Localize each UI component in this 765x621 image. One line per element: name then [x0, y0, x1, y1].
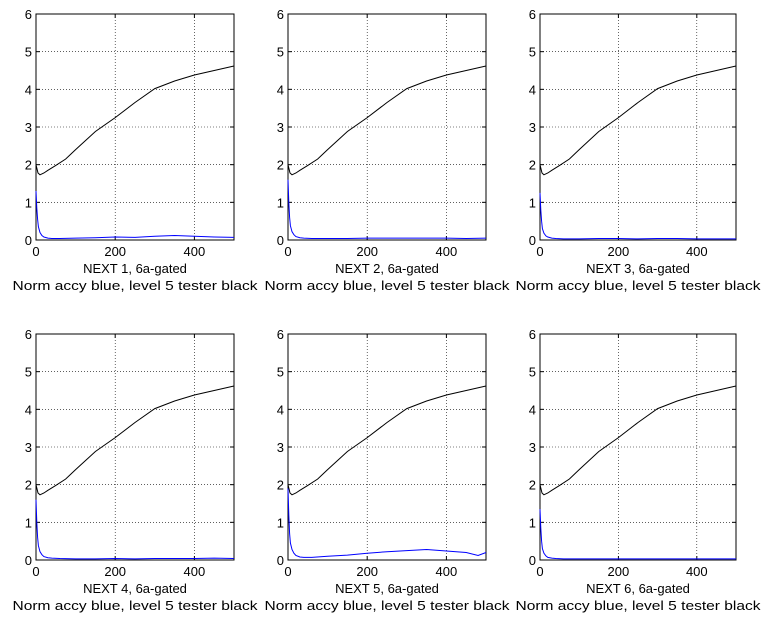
plot-area [540, 334, 736, 560]
x-axis-sublabel: Norm accy blue, level 5 tester black [265, 278, 511, 293]
x-tick-label: 200 [608, 244, 630, 259]
y-tick-label: 3 [277, 440, 284, 455]
y-tick-label: 5 [529, 45, 536, 60]
y-tick-label: 2 [25, 158, 32, 173]
accuracy-series-line [539, 192, 736, 240]
y-tick-label: 5 [277, 45, 284, 60]
x-axis-sublabel: Norm accy blue, level 5 tester black [516, 278, 762, 293]
y-tick-label: 4 [277, 402, 284, 417]
y-tick-label: 0 [25, 233, 32, 248]
x-axis-label: NEXT 1, 6a-gated [83, 261, 187, 276]
y-tick-label: 5 [25, 45, 32, 60]
x-axis-label: NEXT 4, 6a-gated [83, 581, 187, 596]
tester-series-line [539, 65, 737, 176]
x-tick-label: 200 [104, 244, 126, 259]
y-tick-label: 6 [277, 7, 284, 22]
tester-series-line [35, 65, 235, 176]
x-tick-label: 400 [436, 244, 458, 259]
x-axis-sublabel: Norm accy blue, level 5 tester black [13, 598, 259, 613]
accuracy-series-line [287, 179, 487, 240]
x-axis-label: NEXT 5, 6a-gated [335, 581, 439, 596]
y-tick-label: 4 [25, 82, 32, 97]
tester-series-line [287, 65, 487, 176]
y-tick-label: 4 [529, 402, 536, 417]
y-tick-label: 1 [277, 515, 284, 530]
y-tick-label: 2 [277, 158, 284, 173]
y-tick-label: 6 [529, 327, 536, 342]
subplot-5: 0 1 2 3 4 5 6 0 200 400 NEXT 5, 6a-gated Norm accy … [265, 327, 511, 613]
x-tick-label: 400 [686, 244, 708, 259]
x-axis-label: NEXT 2, 6a-gated [335, 261, 439, 276]
y-tick-label: 2 [529, 478, 536, 493]
y-tick-label: 4 [277, 82, 284, 97]
x-axis-label: NEXT 6, 6a-gated [586, 581, 690, 596]
accuracy-series-line [539, 509, 736, 560]
subplot-3: 0 1 2 3 4 5 6 0 200 400 NEXT 3, 6a-gated Norm accy … [516, 7, 762, 293]
y-tick-label: 5 [25, 365, 32, 380]
x-axis-sublabel: Norm accy blue, level 5 tester black [13, 278, 259, 293]
y-tick-label: 1 [277, 195, 284, 210]
y-tick-label: 3 [277, 120, 284, 135]
y-tick-label: 6 [25, 327, 32, 342]
tester-series-line [539, 385, 737, 496]
subplot-2: 0 1 2 3 4 5 6 0 200 400 NEXT 2, 6a-gated Norm accy … [265, 7, 511, 293]
accuracy-series-line [35, 190, 235, 239]
x-axis-label: NEXT 3, 6a-gated [586, 261, 690, 276]
y-tick-label: 0 [277, 233, 284, 248]
y-tick-label: 4 [529, 82, 536, 97]
y-tick-label: 6 [25, 7, 32, 22]
y-tick-label: 3 [529, 440, 536, 455]
subplot-6: 0 1 2 3 4 5 6 0 200 400 NEXT 6, 6a-gated Norm accy … [516, 327, 762, 613]
x-tick-label: 200 [356, 564, 378, 579]
tester-series-line [35, 385, 235, 496]
y-tick-label: 1 [529, 515, 536, 530]
x-tick-label: 200 [104, 564, 126, 579]
subplot-4: 0 1 2 3 4 5 6 0 200 400 NEXT 4, 6a-gated Norm accy … [13, 327, 259, 613]
subplot-1: 0 1 2 3 4 5 6 0 200 400 NEXT 1, 6a-gated Norm accy … [13, 7, 259, 293]
y-tick-label: 2 [25, 478, 32, 493]
y-tick-label: 2 [277, 478, 284, 493]
y-tick-label: 1 [25, 195, 32, 210]
accuracy-series-line [287, 488, 487, 558]
x-tick-label: 0 [536, 244, 543, 259]
y-tick-label: 1 [25, 515, 32, 530]
y-tick-label: 0 [25, 553, 32, 568]
y-tick-label: 5 [277, 365, 284, 380]
y-tick-label: 0 [277, 553, 284, 568]
x-tick-label: 0 [536, 564, 543, 579]
x-tick-label: 0 [32, 564, 39, 579]
x-tick-label: 400 [436, 564, 458, 579]
y-tick-label: 3 [25, 120, 32, 135]
y-tick-label: 3 [25, 440, 32, 455]
x-tick-label: 0 [32, 244, 39, 259]
tester-series-line [287, 385, 487, 496]
x-axis-sublabel: Norm accy blue, level 5 tester black [516, 598, 762, 613]
plot-area [540, 14, 736, 240]
x-tick-label: 200 [356, 244, 378, 259]
x-tick-label: 200 [608, 564, 630, 579]
x-tick-label: 0 [284, 244, 291, 259]
x-axis-sublabel: Norm accy blue, level 5 tester black [265, 598, 511, 613]
y-tick-label: 6 [277, 327, 284, 342]
y-tick-label: 0 [529, 233, 536, 248]
y-tick-label: 5 [529, 365, 536, 380]
y-tick-label: 2 [529, 158, 536, 173]
x-tick-label: 0 [284, 564, 291, 579]
x-tick-label: 400 [184, 244, 206, 259]
y-tick-label: 0 [529, 553, 536, 568]
y-tick-label: 4 [25, 402, 32, 417]
x-tick-label: 400 [184, 564, 206, 579]
y-tick-label: 6 [529, 7, 536, 22]
accuracy-series-line [35, 499, 235, 560]
x-tick-label: 400 [686, 564, 708, 579]
y-tick-label: 3 [529, 120, 536, 135]
y-tick-label: 1 [529, 195, 536, 210]
